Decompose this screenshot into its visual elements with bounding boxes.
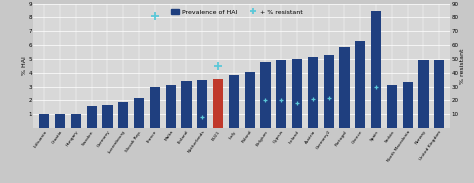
- Bar: [402, 82, 413, 128]
- Bar: [355, 41, 365, 128]
- Bar: [418, 60, 428, 128]
- Bar: [150, 87, 160, 128]
- Bar: [55, 114, 65, 128]
- Bar: [276, 60, 286, 128]
- Bar: [228, 75, 239, 128]
- Bar: [323, 55, 334, 128]
- Bar: [86, 106, 97, 128]
- Bar: [134, 98, 144, 128]
- Y-axis label: % HAI: % HAI: [22, 56, 27, 75]
- Bar: [292, 59, 302, 128]
- Bar: [434, 60, 444, 128]
- Legend: Prevalence of HAI, + % resistant: Prevalence of HAI, + % resistant: [169, 7, 305, 17]
- Bar: [71, 114, 81, 128]
- Bar: [118, 102, 128, 128]
- Bar: [308, 57, 318, 128]
- Bar: [245, 72, 255, 128]
- Bar: [260, 62, 271, 128]
- Bar: [387, 85, 397, 128]
- Bar: [213, 79, 223, 128]
- Bar: [39, 114, 49, 128]
- Bar: [181, 81, 191, 128]
- Bar: [102, 105, 112, 128]
- Bar: [371, 11, 381, 128]
- Bar: [197, 80, 207, 128]
- Bar: [339, 46, 349, 128]
- Y-axis label: % resistant: % resistant: [460, 48, 465, 84]
- Bar: [165, 85, 176, 128]
